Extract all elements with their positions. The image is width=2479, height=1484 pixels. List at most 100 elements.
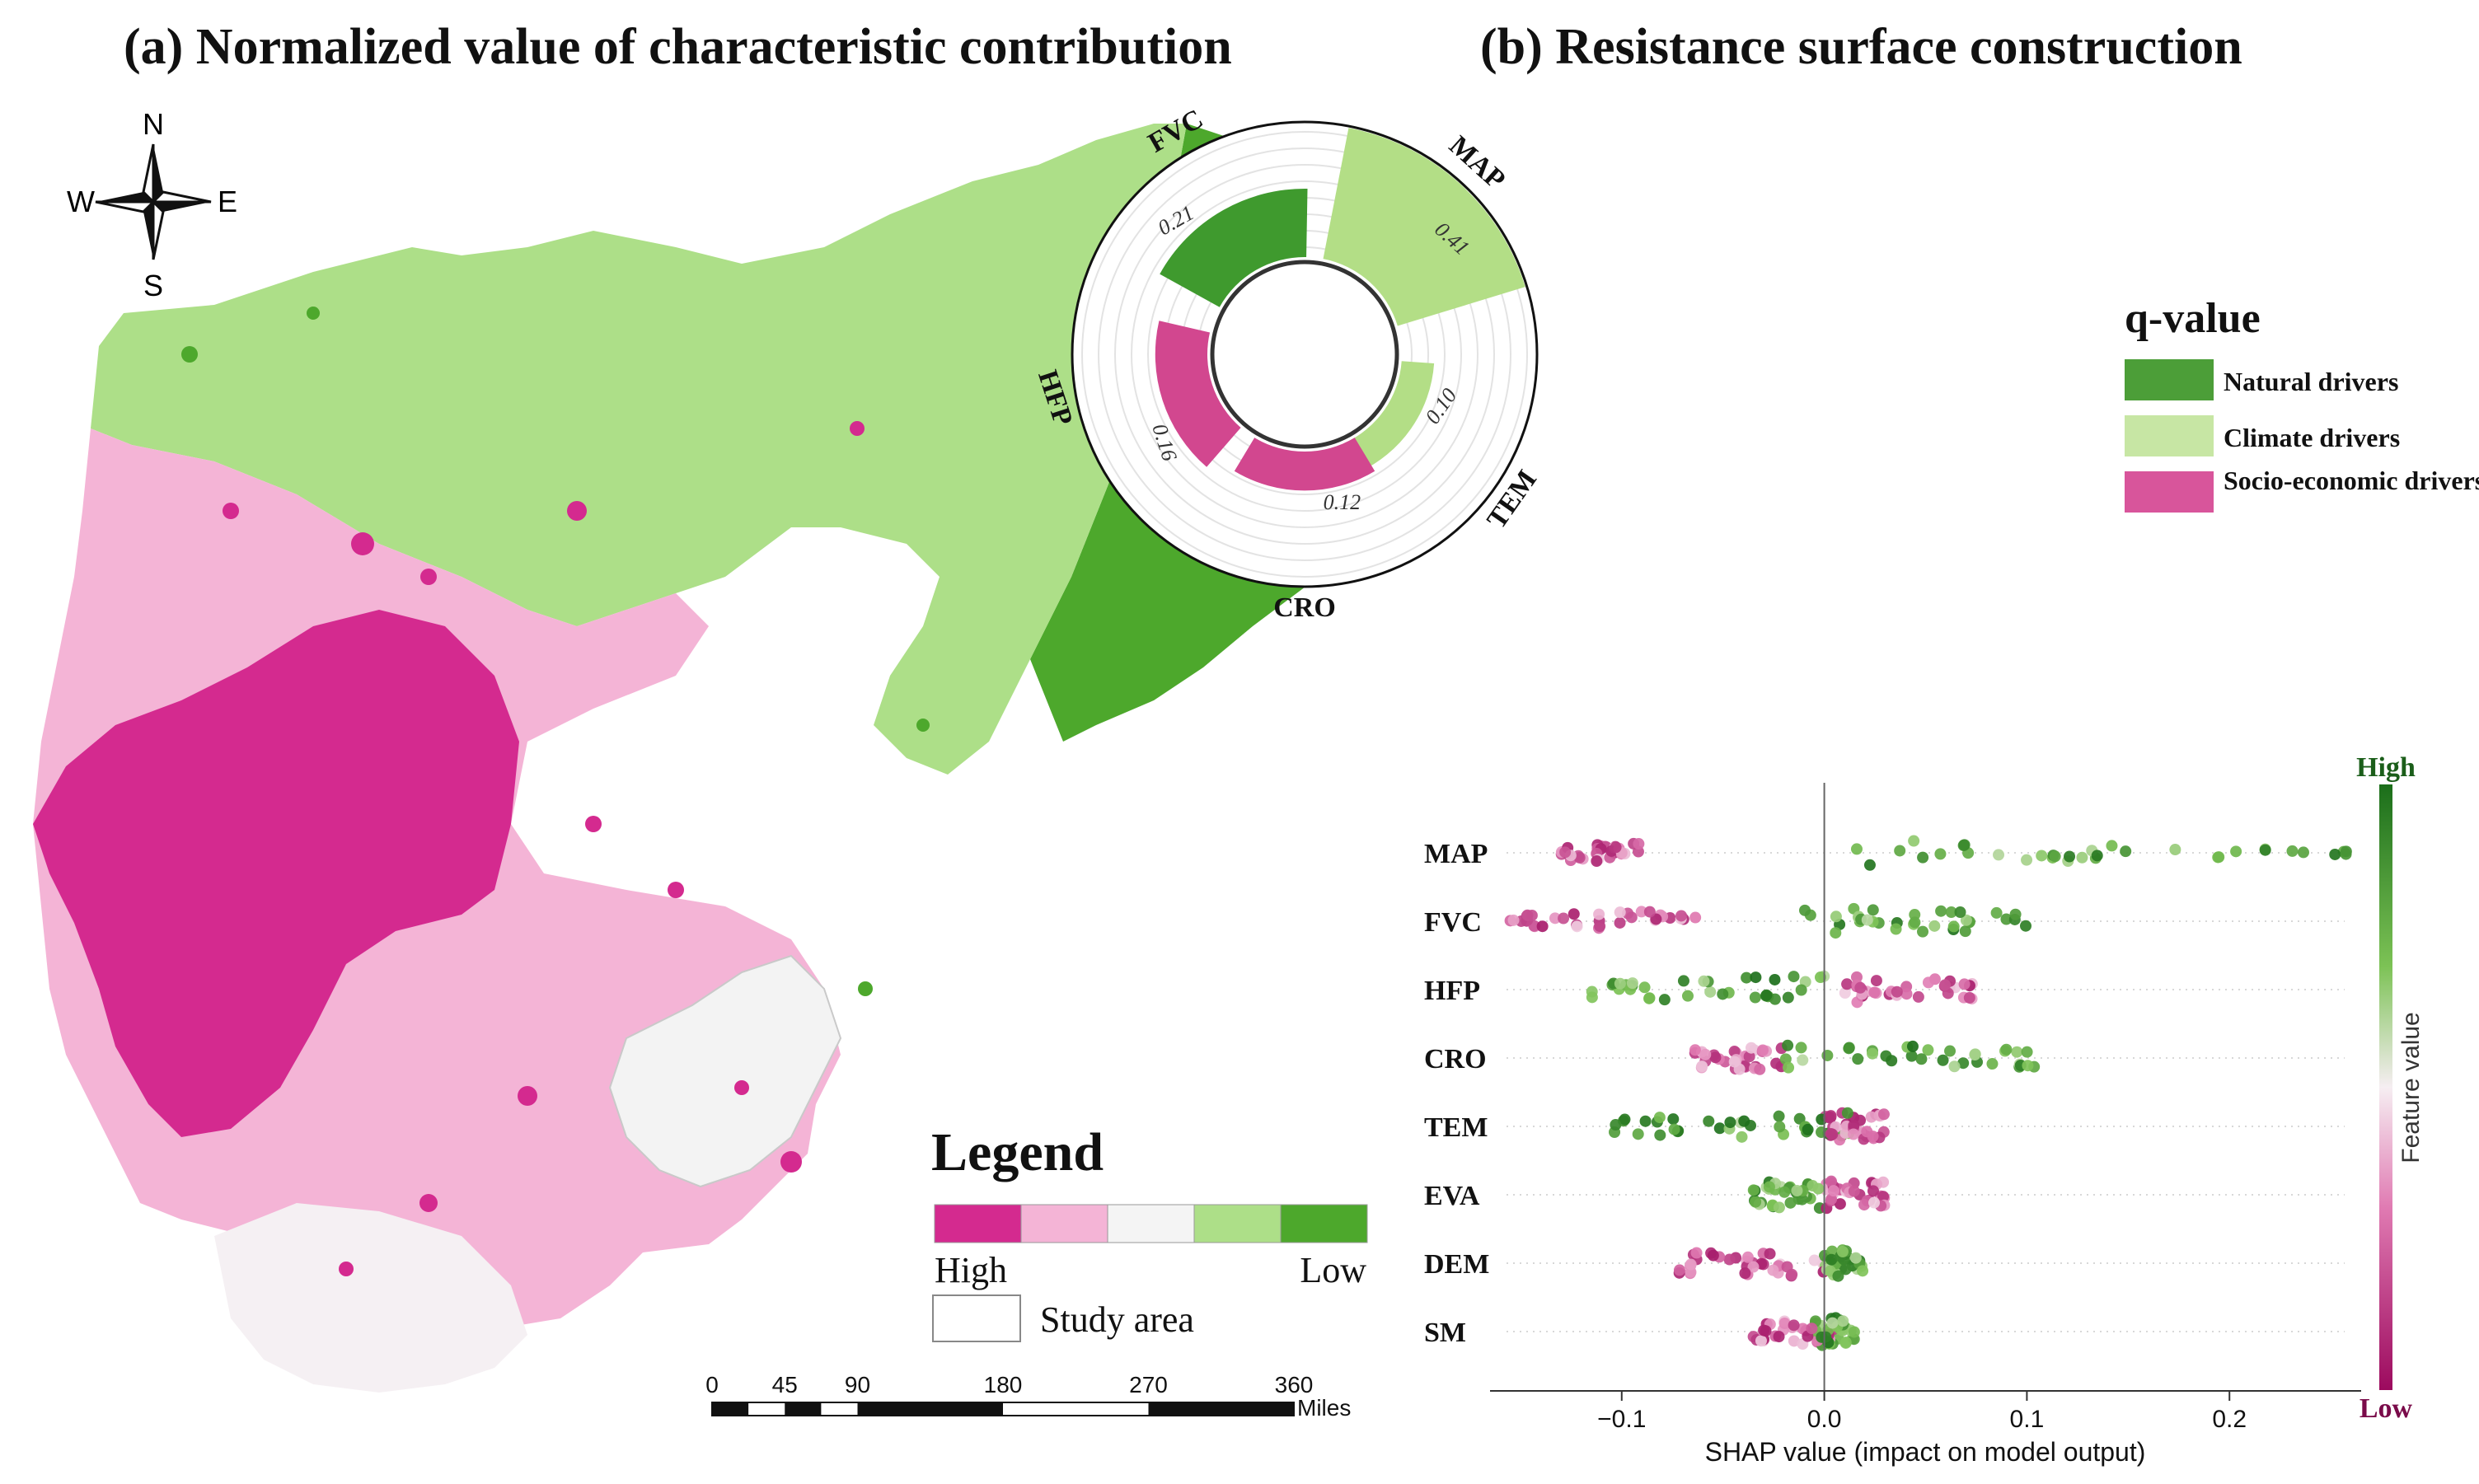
shap-point-tem (1610, 1119, 1622, 1131)
shap-point-fvc (1625, 911, 1638, 924)
shap-point-eva (1858, 1199, 1870, 1211)
shap-feature-label-fvc: FVC (1424, 907, 1482, 938)
shap-point-eva (1750, 1196, 1762, 1208)
legend-study-area-label: Study area (1040, 1299, 1194, 1340)
shap-point-cro (1905, 1050, 1918, 1062)
panel-a-title: (a) Normalized value of characteristic c… (124, 19, 1232, 75)
shap-point-cro (1795, 1042, 1807, 1054)
colorbar-high: High (2356, 752, 2416, 783)
shap-feature-label-eva: EVA (1424, 1181, 1480, 1211)
shap-point-cro (1937, 1054, 1949, 1066)
scale-seg-6 (1148, 1402, 1294, 1416)
shap-point-cro (1867, 1047, 1879, 1060)
polar-category-cro: CRO (1273, 592, 1336, 623)
shap-point-fvc (1861, 914, 1873, 926)
colorbar-low: Low (2360, 1393, 2413, 1424)
shap-point-tem (1639, 1115, 1652, 1127)
legend-swatch-0 (934, 1204, 1022, 1243)
scale-unit: Miles (1297, 1395, 1351, 1421)
shap-tick-label: 0.2 (2212, 1406, 2247, 1433)
panel-b-title: (b) Resistance surface construction (1480, 19, 2242, 75)
shap-point-tem (1865, 1111, 1877, 1123)
shap-point-cro (1957, 1057, 1970, 1070)
shap-point-map (2340, 845, 2352, 858)
shap-point-hfp (1681, 990, 1694, 1002)
shap-point-cro (1756, 1044, 1769, 1056)
shap-point-cro (1783, 1061, 1795, 1074)
shap-point-hfp (1854, 981, 1867, 994)
shap-point-cro (1821, 1049, 1834, 1061)
shap-point-eva (1773, 1201, 1785, 1214)
shap-point-fvc (1947, 920, 1960, 933)
shap-point-dem (1767, 1264, 1779, 1276)
shap-point-map (2049, 850, 2061, 863)
shap-point-hfp (1698, 975, 1710, 987)
shap-point-map (2297, 846, 2309, 859)
shap-point-fvc (1614, 916, 1626, 929)
shap-point-fvc (2000, 913, 2013, 925)
polar-grid-ring (1131, 180, 1478, 528)
legend-title: Legend (931, 1122, 1104, 1182)
shap-point-fvc (1594, 920, 1606, 933)
scale-seg-2 (785, 1402, 822, 1416)
shap-point-tem (1847, 1128, 1859, 1140)
legend-high-label: High (935, 1250, 1007, 1290)
shap-point-cro (2000, 1043, 2013, 1056)
polar-bar-map (1323, 128, 1525, 326)
shap-point-map (1993, 849, 2005, 861)
shap-point-hfp (1638, 981, 1651, 994)
shap-beeswarm-chart: MAP FVC HFP CRO TEM EVA DEM SM −0.1 0.0 0.1 0.2 SH… (1424, 752, 2425, 1467)
shap-point-eva (1796, 1193, 1808, 1205)
shap-point-tem (1736, 1131, 1748, 1143)
shap-point-cro (1709, 1051, 1722, 1064)
map-region-peninsula (608, 954, 842, 1188)
shap-point-map (2169, 844, 2181, 856)
shap-point-tem (1774, 1121, 1786, 1133)
shap-point-hfp (1958, 978, 1971, 990)
legend-swatch-4 (1280, 1204, 1368, 1243)
legend-low-label: Low (1300, 1250, 1366, 1290)
shap-point-eva (1848, 1185, 1860, 1197)
shap-point-fvc (1643, 906, 1656, 918)
shap-point-sm (1788, 1319, 1800, 1332)
polar-bar-tem (1343, 361, 1435, 473)
compass: N S E W (67, 107, 237, 302)
shap-point-hfp (1870, 975, 1882, 987)
map-region-south (214, 1203, 527, 1393)
shap-point-fvc (1830, 927, 1842, 939)
shap-feature-label-dem: DEM (1424, 1249, 1489, 1280)
map-forest-spots (181, 307, 930, 996)
shap-point-cro (1922, 1044, 1934, 1056)
shap-point-map (2106, 840, 2118, 852)
shap-point-sm (1848, 1326, 1860, 1338)
shap-point-tem (1867, 1131, 1879, 1143)
shap-point-fvc (1571, 920, 1583, 933)
shap-point-hfp (1704, 985, 1717, 998)
shap-point-dem (1826, 1245, 1839, 1257)
q-legend-natural: Natural drivers (2224, 367, 2398, 396)
shap-rows: MAP FVC HFP CRO TEM EVA DEM SM (1424, 839, 2345, 1348)
shap-point-fvc (1689, 911, 1702, 924)
shap-point-fvc (1945, 906, 1957, 919)
shap-point-fvc (1909, 916, 1921, 929)
shap-point-tem (1841, 1107, 1853, 1119)
shap-point-hfp (1782, 991, 1794, 1004)
shap-point-eva (1784, 1196, 1797, 1209)
shap-point-hfp (1868, 986, 1881, 999)
shap-point-sm (1839, 1337, 1852, 1349)
q-legend-title: q-value (2125, 295, 2261, 342)
polar-bar-hfp (1155, 321, 1241, 467)
shap-point-map (2329, 848, 2341, 860)
shap-point-tem (1877, 1108, 1890, 1121)
colorbar-label: Feature value (2397, 1012, 2425, 1163)
shap-point-eva (1807, 1180, 1819, 1192)
shap-point-fvc (2009, 908, 2022, 920)
shap-point-dem (1747, 1261, 1760, 1273)
shap-point-hfp (1841, 978, 1853, 990)
shap-x-axis: −0.1 0.0 0.1 0.2 (1490, 783, 2361, 1433)
shap-feature-label-hfp: HFP (1424, 976, 1480, 1006)
shap-point-tem (1632, 1128, 1644, 1140)
scale-tick-0: 0 (705, 1372, 719, 1397)
